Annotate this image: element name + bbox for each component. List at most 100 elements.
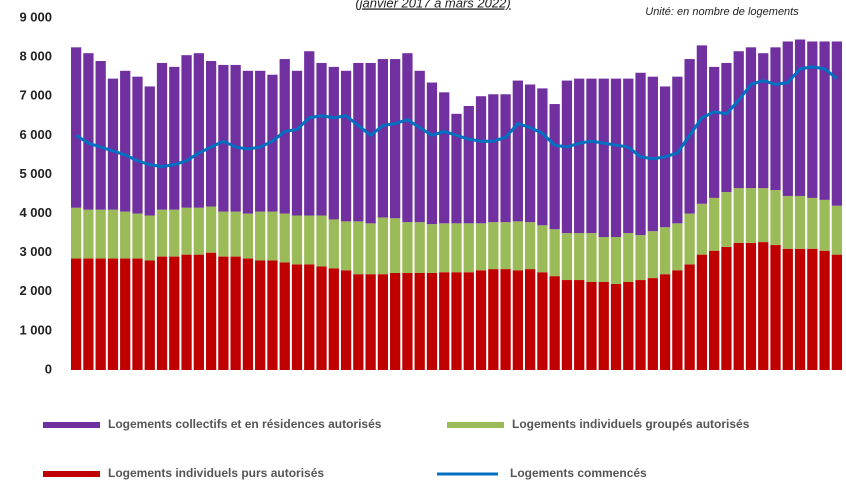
- bar-segment: [770, 244, 781, 370]
- bar-segment: [610, 283, 622, 370]
- bar-segment: [279, 262, 290, 370]
- bar-segment: [353, 62, 364, 222]
- bar-segment: [328, 268, 339, 370]
- bar-segment: [71, 207, 82, 259]
- bar-segment: [831, 254, 842, 370]
- bar-segment: [758, 188, 769, 243]
- bar-segment: [83, 258, 94, 370]
- bar-segment: [623, 233, 634, 282]
- bar-segment: [365, 62, 376, 224]
- legend-label: Logements collectifs et en résidences au…: [108, 417, 382, 431]
- bar-segment: [181, 55, 192, 208]
- bar-segment: [279, 213, 290, 263]
- bar-segment: [672, 76, 683, 224]
- bar-segment: [549, 229, 560, 277]
- bar-segment: [426, 273, 438, 370]
- bar-segment: [218, 211, 229, 257]
- bar-segment: [819, 199, 830, 251]
- bar-segment: [230, 211, 241, 257]
- y-tick-label: 7 000: [19, 88, 52, 103]
- bar-segment: [721, 62, 732, 193]
- bar-segment: [549, 104, 560, 230]
- bar-segment: [745, 188, 757, 243]
- bar-segment: [807, 197, 818, 249]
- bar-segment: [426, 82, 438, 225]
- bar-segment: [586, 78, 597, 234]
- bar-segment: [537, 88, 548, 226]
- bar-segment: [267, 74, 278, 212]
- bar-segment: [95, 209, 106, 259]
- bar-segment: [390, 273, 401, 370]
- bar-segment: [132, 258, 143, 370]
- bar-segment: [156, 62, 168, 210]
- bar-segment: [500, 269, 511, 370]
- line-series: [75, 65, 838, 169]
- bar-segment: [672, 270, 683, 370]
- y-tick-label: 1 000: [19, 322, 52, 337]
- bar-segment: [831, 205, 842, 255]
- bar-segment: [561, 233, 573, 281]
- bar-segment: [144, 215, 155, 261]
- bar-segment: [561, 80, 573, 234]
- bar-segment: [500, 222, 511, 270]
- legend-label: Logements commencés: [510, 466, 647, 480]
- bar-segment: [463, 272, 474, 370]
- bar-segment: [132, 76, 143, 214]
- bar-segment: [745, 47, 757, 189]
- bar-segment: [267, 260, 278, 370]
- bar-segment: [610, 237, 622, 284]
- bar-segment: [659, 227, 671, 275]
- bar-segment: [758, 242, 769, 370]
- bar-segment: [181, 254, 192, 370]
- bar-segment: [328, 219, 339, 269]
- bar-segment: [95, 258, 106, 370]
- bar-segment: [819, 41, 830, 200]
- bar-segment: [500, 94, 511, 223]
- bar-segment: [120, 211, 131, 259]
- bar-segment: [83, 209, 94, 259]
- bar-segment: [696, 254, 708, 370]
- bar-segment: [205, 252, 217, 370]
- bar-segment: [696, 203, 708, 255]
- bar-segment: [414, 70, 425, 223]
- bar-segment: [169, 66, 180, 210]
- bar-segment: [304, 51, 315, 216]
- bar-segment: [120, 70, 131, 212]
- bar-segment: [402, 222, 413, 274]
- bar-segment: [107, 209, 119, 259]
- bar-segment: [635, 235, 646, 281]
- bar-segment: [598, 282, 609, 370]
- bar-segment: [181, 207, 192, 255]
- bar-segment: [451, 272, 462, 370]
- bar-segment: [770, 47, 781, 191]
- bar-segment: [524, 222, 536, 270]
- y-tick-label: 6 000: [19, 127, 52, 142]
- legend-swatch: [447, 422, 504, 428]
- y-tick-label: 4 000: [19, 205, 52, 220]
- bar-segment: [819, 250, 830, 370]
- bar-segment: [193, 207, 204, 255]
- bar-segment: [733, 242, 744, 370]
- bar-segment: [439, 272, 450, 370]
- bar-segment: [316, 215, 327, 267]
- bar-segment: [95, 61, 106, 210]
- bar-segment: [71, 258, 82, 370]
- chart-subtitle: Unité: en nombre de logements: [645, 6, 799, 18]
- bar-segment: [304, 264, 315, 370]
- bar-segment: [255, 70, 266, 212]
- bar-segment: [193, 53, 204, 208]
- bar-segment: [169, 256, 180, 370]
- bar-segment: [512, 80, 523, 222]
- bar-segment: [512, 270, 523, 370]
- bar-segment: [439, 92, 450, 224]
- bar-segment: [561, 280, 573, 370]
- y-tick-label: 0: [45, 361, 52, 376]
- bar-segment: [316, 266, 327, 370]
- bar-segment: [144, 86, 155, 216]
- bar-segment: [721, 192, 732, 247]
- bar-segment: [353, 274, 364, 370]
- bar-segment: [107, 78, 119, 210]
- legend-swatch: [43, 422, 100, 428]
- bar-segment: [831, 41, 842, 206]
